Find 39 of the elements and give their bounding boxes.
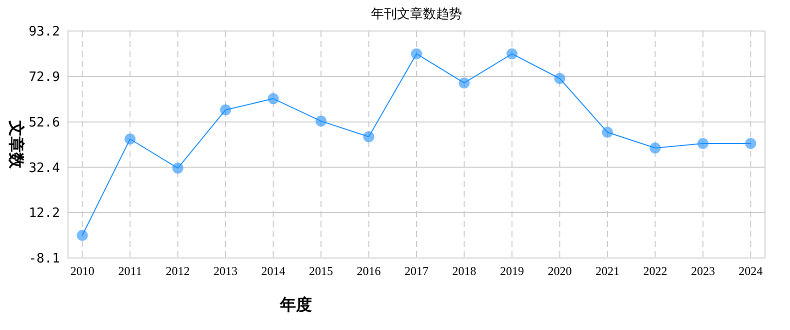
- x-tick-label: 2023: [690, 264, 715, 278]
- point: [172, 162, 184, 174]
- point: [124, 134, 136, 145]
- x-tick-label: 2017: [404, 264, 428, 278]
- x-tick-label: 2021: [595, 264, 620, 278]
- x-tick-label: 2019: [500, 264, 524, 278]
- x-tick-label: 2014: [261, 264, 286, 278]
- y-tick-label: 52.6: [28, 116, 60, 131]
- point: [76, 230, 88, 241]
- point: [650, 142, 661, 154]
- x-tick-label: 2012: [166, 264, 190, 278]
- point: [506, 48, 518, 60]
- point: [220, 104, 232, 116]
- x-tick-label: 2010: [70, 264, 94, 278]
- x-tick-label: 2013: [214, 264, 238, 278]
- point: [411, 48, 422, 60]
- point: [745, 138, 756, 149]
- point: [363, 131, 374, 142]
- point: [602, 126, 613, 138]
- point: [458, 77, 470, 88]
- x-axis-title: 年度: [279, 295, 312, 314]
- y-tick-label: 12.2: [28, 206, 60, 222]
- y-axis-title: 文章数: [7, 120, 25, 170]
- x-tick-label: 2024: [738, 264, 763, 278]
- x-tick-label: 2020: [548, 264, 572, 278]
- point: [554, 73, 566, 84]
- y-tick-label: 93.2: [28, 24, 60, 40]
- y-tick-label: -8.1: [28, 252, 60, 267]
- x-tick-label: 2016: [356, 264, 381, 278]
- point: [268, 93, 279, 104]
- chart-title: 年刊文章数趋势: [371, 6, 462, 21]
- y-tick-label: 72.9: [28, 70, 60, 86]
- x-tick-label: 2022: [643, 264, 668, 278]
- x-tick-label: 2018: [452, 264, 476, 278]
- x-tick-label: 2011: [118, 264, 142, 278]
- x-tick-label: 2015: [309, 264, 334, 278]
- y-tick-label: 32.4: [28, 160, 60, 176]
- point: [316, 116, 327, 127]
- point: [697, 138, 708, 149]
